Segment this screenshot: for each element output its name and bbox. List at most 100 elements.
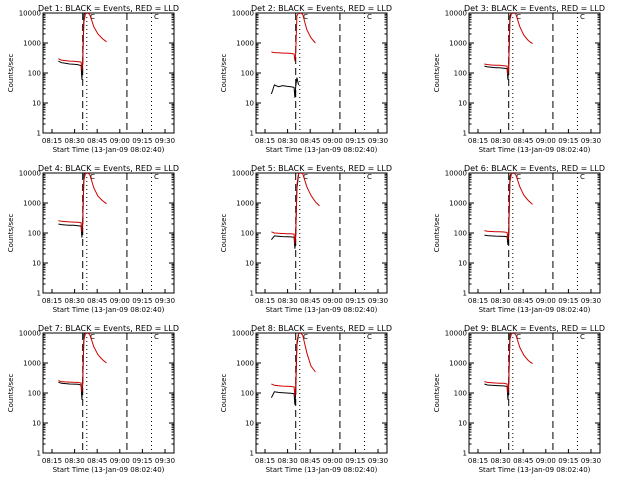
x-tick-label: 09:30 [581,137,601,145]
annotation-c: C [367,13,372,21]
y-tick-label: 100 [454,230,467,238]
x-tick-label: 09:00 [323,457,343,465]
y-tick-label: 10 [32,100,41,108]
x-tick-label: 09:30 [368,137,388,145]
y-tick-label: 1 [37,450,41,458]
series-lld-line [58,333,107,392]
x-tick-label: 09:00 [323,137,343,145]
y-tick-label: 100 [241,390,254,398]
annotation-c: C [154,173,159,181]
x-axis-label: Start Time (13-Jan-09 08:02:40) [266,466,378,474]
x-tick-label: 08:45 [87,137,107,145]
x-tick-label: 08:30 [65,457,85,465]
x-tick-label: 09:00 [536,137,556,145]
chart-panel-8: 1 10 100 1000 10000 08:15 08:30 08:45 09:00 09:15… [220,324,392,474]
x-axis-label: Start Time (13-Jan-09 08:02:40) [53,306,165,314]
x-tick-label: 08:45 [513,297,533,305]
y-tick-label: 1000 [236,200,254,208]
y-tick-label: 1000 [23,200,41,208]
x-axis-label: Start Time (13-Jan-09 08:02:40) [53,146,165,154]
series-lld-line [484,13,533,75]
series-events-line [484,333,514,400]
series-lld-line [58,173,107,232]
y-tick-label: 10 [245,420,254,428]
x-tick-label: 08:45 [87,457,107,465]
annotation-c: C [516,333,521,341]
plot-frame [42,12,175,134]
y-tick-label: 100 [241,70,254,78]
x-axis-label: Start Time (13-Jan-09 08:02:40) [479,466,591,474]
x-tick-label: 09:15 [132,297,152,305]
x-tick-label: 08:15 [255,137,275,145]
y-tick-label: 1000 [23,360,41,368]
y-tick-label: 1000 [449,360,467,368]
panel-title: Det 3: BLACK = Events, RED = LLD [464,4,605,13]
x-tick-label: 08:30 [65,297,85,305]
y-tick-label: 1000 [236,360,254,368]
y-tick-label: 10000 [445,330,467,338]
series-events-line [270,77,300,98]
plot-frame [255,332,388,454]
annotation-c: C [154,13,159,21]
plot-frame [42,332,175,454]
y-axis-label: Counts/sec [433,54,441,93]
series-lld-line [271,13,316,62]
x-tick-label: 09:30 [581,457,601,465]
x-tick-label: 08:30 [491,297,511,305]
x-tick-label: 08:15 [255,297,275,305]
x-axis-label: Start Time (13-Jan-09 08:02:40) [479,306,591,314]
x-tick-label: 08:45 [513,137,533,145]
x-tick-label: 09:15 [558,137,578,145]
annotation-c: C [516,173,521,181]
x-tick-label: 09:00 [110,457,130,465]
x-tick-label: 09:30 [368,297,388,305]
x-tick-label: 09:15 [345,137,365,145]
series-events-line [484,13,514,80]
x-tick-label: 09:00 [110,137,130,145]
y-axis-label: Counts/sec [7,214,15,253]
y-tick-label: 10000 [445,10,467,18]
x-tick-label: 09:15 [345,297,365,305]
plot-frame [468,332,601,454]
x-tick-label: 08:30 [491,457,511,465]
series-lld-line [271,173,320,244]
x-tick-label: 09:30 [155,137,175,145]
y-tick-label: 100 [28,390,41,398]
y-tick-label: 1 [250,130,254,138]
y-tick-label: 10 [245,100,254,108]
chart-panel-4: 1 10 100 1000 10000 08:15 08:30 08:45 09:00 09:15… [7,164,179,314]
series-lld-line [484,173,533,240]
y-axis-label: Counts/sec [433,214,441,253]
x-tick-label: 09:15 [132,457,152,465]
annotation-c: C [367,333,372,341]
x-tick-label: 09:15 [345,457,365,465]
annotation-c: C [90,333,95,341]
y-tick-label: 1000 [236,40,254,48]
y-tick-label: 10 [245,260,254,268]
y-tick-label: 100 [454,70,467,78]
x-axis-label: Start Time (13-Jan-09 08:02:40) [479,146,591,154]
y-tick-label: 1 [463,450,467,458]
plot-frame [468,12,601,134]
x-tick-label: 08:15 [468,297,488,305]
plot-frame [468,172,601,294]
y-tick-label: 10 [32,420,41,428]
plot-frame [255,12,388,134]
y-axis-label: Counts/sec [220,374,228,413]
y-axis-label: Counts/sec [220,214,228,253]
annotation-c: C [580,333,585,341]
x-tick-label: 08:30 [65,137,85,145]
chart-panel-9: 1 10 100 1000 10000 08:15 08:30 08:45 09:00 09:15… [433,324,605,474]
x-tick-label: 08:15 [255,457,275,465]
x-axis-label: Start Time (13-Jan-09 08:02:40) [266,146,378,154]
y-tick-label: 1 [250,290,254,298]
x-tick-label: 08:15 [42,137,62,145]
x-tick-label: 08:30 [278,137,298,145]
y-tick-label: 10 [458,260,467,268]
x-tick-label: 08:30 [278,457,298,465]
chart-panel-3: 1 10 100 1000 10000 08:15 08:30 08:45 09:00 09:15… [433,4,605,154]
panel-title: Det 7: BLACK = Events, RED = LLD [38,324,179,333]
x-tick-label: 09:15 [558,297,578,305]
x-axis-label: Start Time (13-Jan-09 08:02:40) [266,306,378,314]
